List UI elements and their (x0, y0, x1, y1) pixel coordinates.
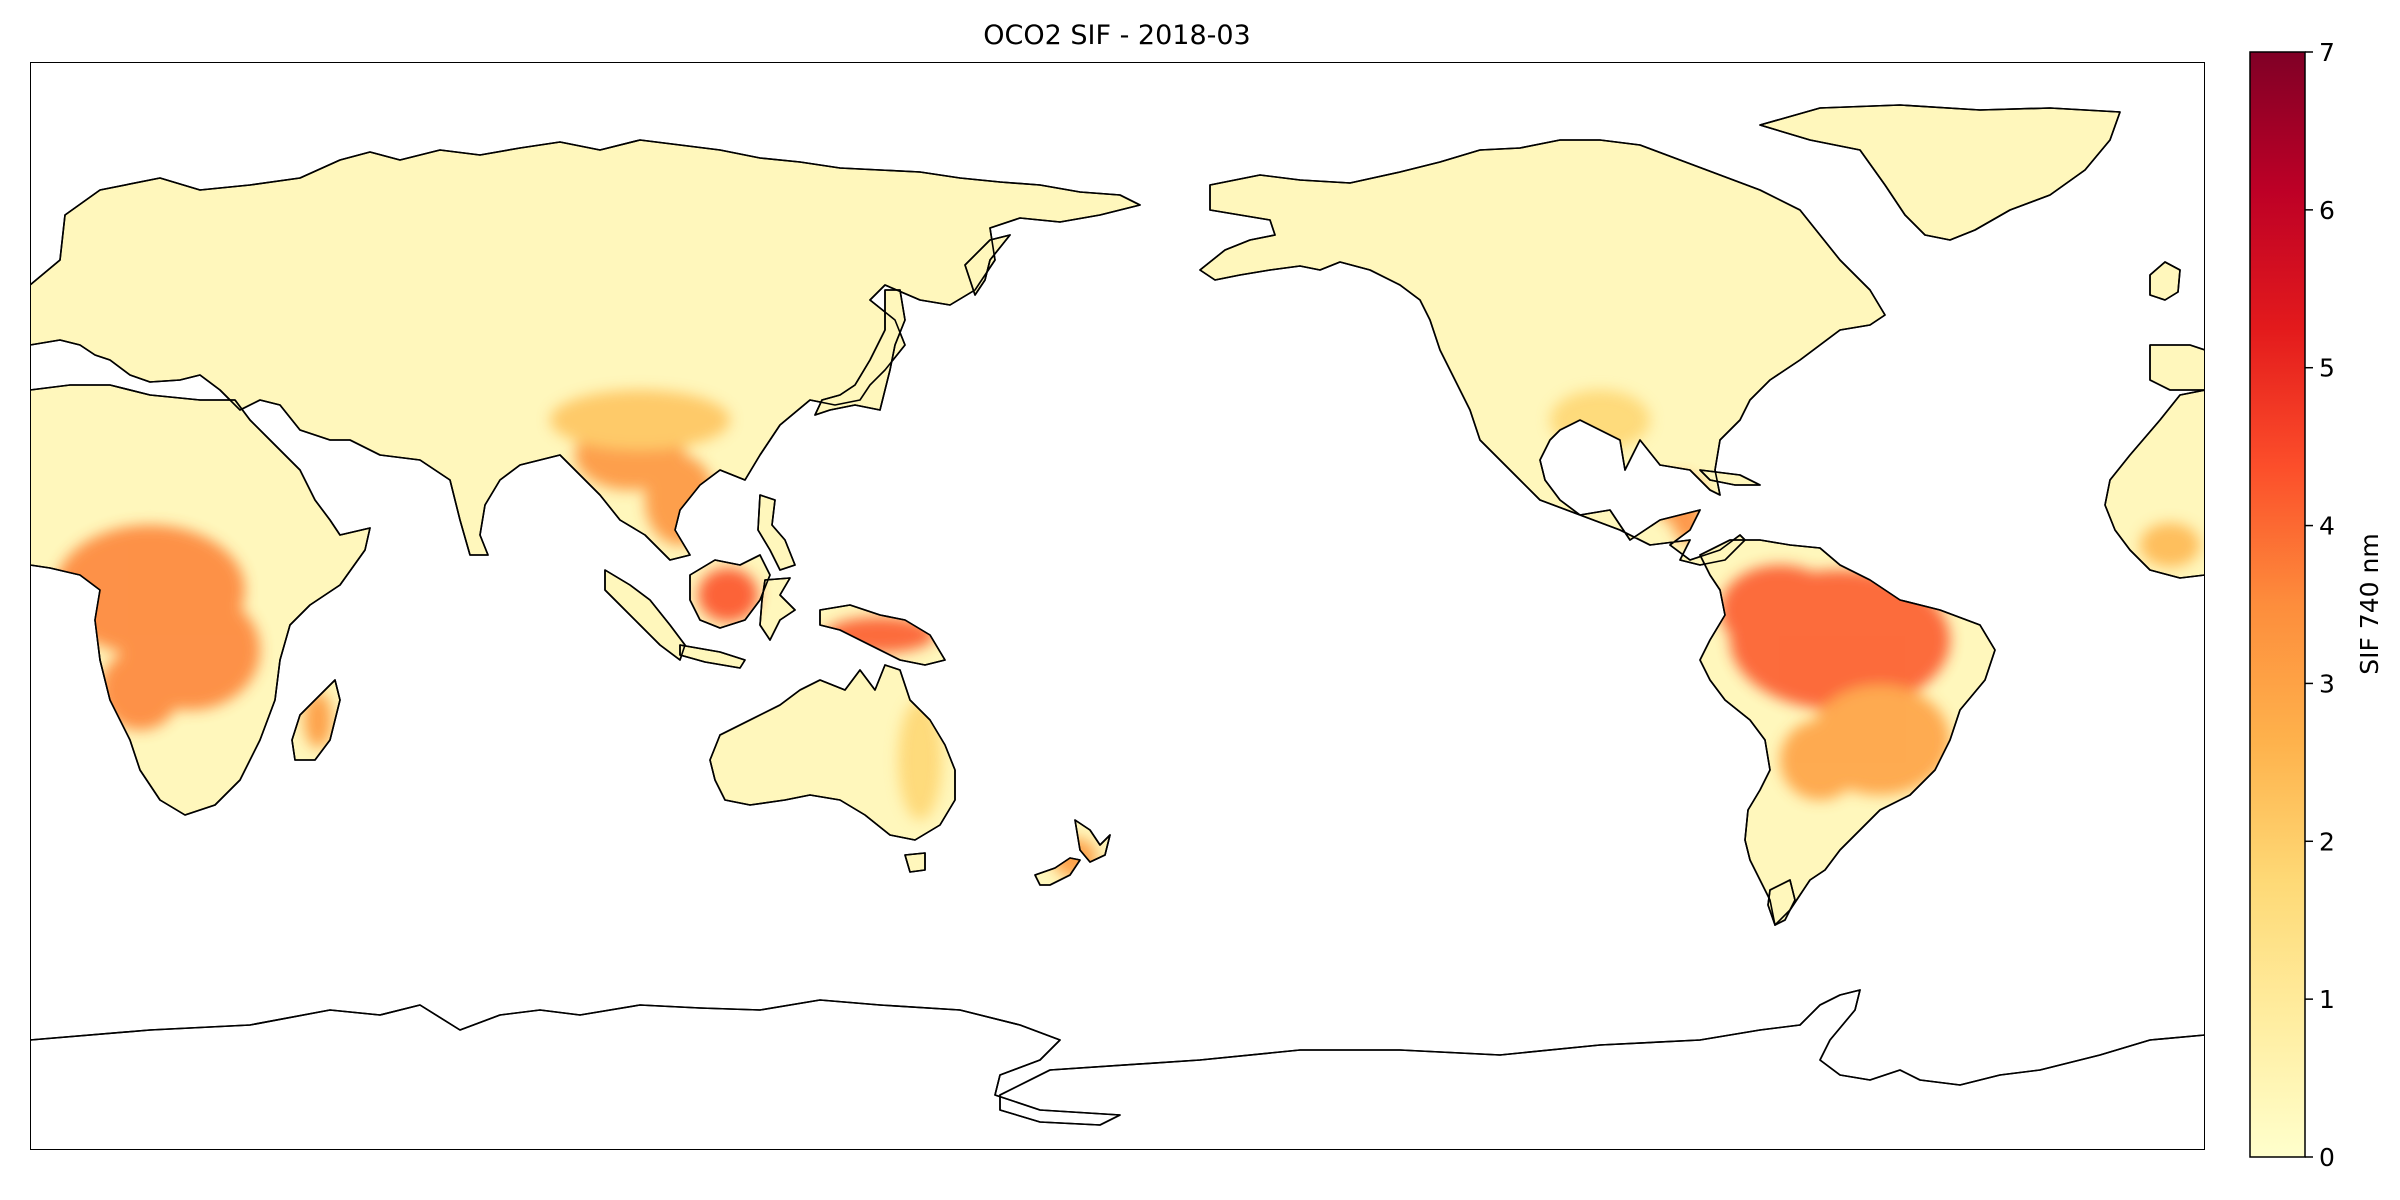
landmass-java-coastline (679, 644, 746, 669)
landmass-sulawesi-coastline (759, 577, 796, 641)
sif-region-south-china (550, 390, 730, 450)
colorbar-ticks: 0 1 2 3 4 5 6 7 (2305, 38, 2335, 1172)
landmass-west-africa-coastline (2104, 389, 2205, 579)
landmass-australia-coastline (709, 664, 956, 841)
colorbar-tick-label: 0 (2319, 1143, 2335, 1172)
landmass-britain-coastline (2149, 261, 2181, 301)
landmass-sakhalin-kamchatka-coastline (964, 234, 1011, 296)
landmass-south-america-tail-coastline (1767, 879, 1796, 926)
sif-region-amazon-basin (1720, 565, 1840, 655)
colorbar-tick-label: 6 (2319, 196, 2335, 225)
landmass-cuba-coastline (1699, 469, 1761, 486)
landmass-tasmania-coastline (904, 852, 926, 873)
colorbar-tick-label: 2 (2319, 827, 2335, 856)
colorbar-gradient (2249, 51, 2306, 1158)
colorbar-tick-label: 5 (2319, 354, 2335, 383)
sif-region-borneo (698, 568, 758, 622)
landmass-new-guinea-coastline (819, 604, 946, 666)
landmass-japan-coastline (814, 289, 906, 416)
sif-region-west-africa-coast (2140, 523, 2200, 567)
map-area (30, 62, 2205, 1150)
colorbar-tick-label: 7 (2319, 38, 2335, 67)
coastline-outline (30, 104, 2205, 1150)
landmass-new-zealand-south-coastline (1034, 857, 1081, 886)
landmass-antarctica-coastline (30, 989, 2205, 1150)
landmass-eurasia-coastline (30, 139, 1141, 561)
landmass-new-zealand-north-coastline (1074, 819, 1111, 863)
map-title: OCO2 SIF - 2018-03 (983, 20, 1250, 51)
sif-region-sub-saharan-africa (100, 650, 180, 730)
landmass-madagascar-coastline (291, 679, 341, 761)
landmass-philippines-coastline (757, 494, 796, 571)
landmass-africa-coastline (30, 384, 371, 816)
landmass-iberia-west-coastline (2149, 344, 2205, 391)
colorbar-tick-label: 3 (2319, 669, 2335, 698)
landmass-sumatra-coastline (604, 569, 686, 661)
colorbar-tick-label: 4 (2319, 512, 2335, 541)
colorbar-tick-label: 1 (2319, 985, 2335, 1014)
landmass-borneo-coastline (689, 554, 771, 629)
colorbar: 0 1 2 3 4 5 6 7 SIF 740 nm (2249, 38, 2384, 1172)
landmass-south-america-coastline (1699, 539, 1996, 926)
sif-region-eastern-australia (898, 700, 942, 820)
landmass-greenland-coastline (1759, 104, 2121, 241)
sif-region-brazil-south (1780, 720, 1860, 800)
colorbar-label: SIF 740 nm (2355, 533, 2384, 674)
sif-region-madagascar (304, 692, 332, 748)
landmass-north-america-coastline (1199, 139, 1886, 566)
